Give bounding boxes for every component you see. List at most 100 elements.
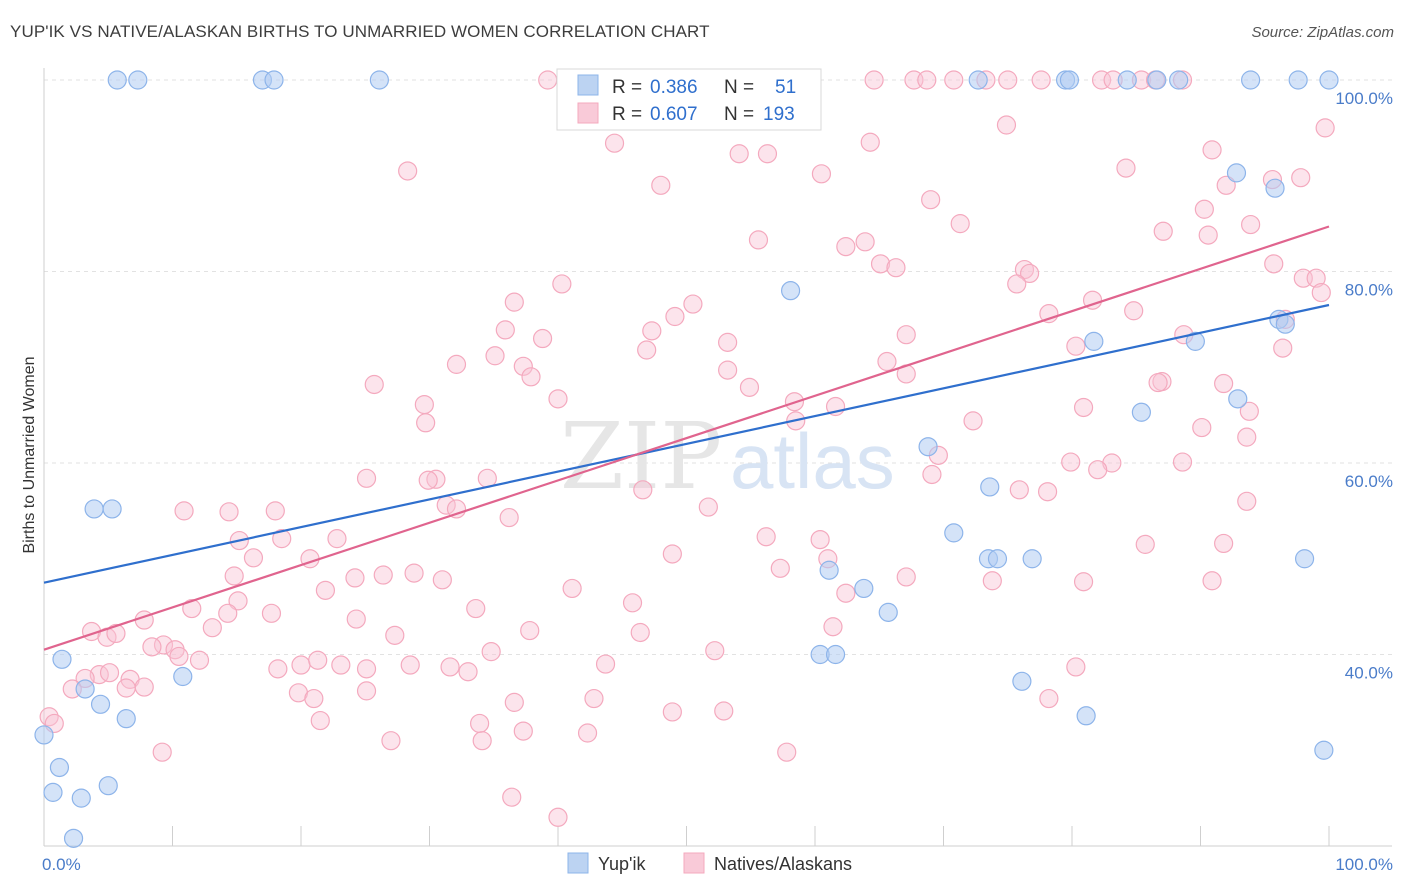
- point-yupik-48: [1012, 671, 1032, 691]
- point-yupik-25: [944, 523, 964, 543]
- point-natives-51: [683, 294, 703, 314]
- point-natives-64: [1273, 338, 1293, 358]
- point-natives-178: [662, 702, 682, 722]
- point-natives-149: [169, 646, 189, 667]
- series-legend: Yup'ik Natives/Alaskans: [567, 852, 852, 874]
- point-natives-48: [1007, 274, 1027, 294]
- point-natives-139: [622, 593, 643, 613]
- point-natives-38: [836, 237, 856, 257]
- point-yupik-38: [75, 679, 95, 699]
- point-natives-79: [548, 389, 568, 409]
- point-natives-134: [182, 598, 202, 619]
- bottom-legend-swatch-natives: [683, 852, 705, 874]
- point-natives-152: [520, 620, 540, 641]
- point-yupik-27: [987, 549, 1008, 569]
- point-natives-69: [513, 356, 533, 376]
- y-tick-label-60: 60.0%: [1345, 472, 1393, 491]
- point-yupik-35: [84, 499, 104, 519]
- point-natives-10: [1031, 70, 1051, 90]
- point-natives-160: [400, 655, 420, 675]
- point-natives-31: [921, 190, 941, 210]
- point-natives-171: [116, 678, 136, 698]
- point-natives-74: [739, 377, 760, 397]
- point-natives-50: [504, 292, 524, 312]
- point-natives-113: [756, 527, 776, 547]
- point-natives-26: [811, 164, 832, 184]
- point-yupik-37: [52, 649, 72, 669]
- point-yupik-17: [1084, 331, 1104, 351]
- point-yupik-3: [264, 70, 284, 90]
- point-natives-78: [414, 394, 434, 415]
- series-yupik-points: [34, 70, 1339, 848]
- point-natives-128: [896, 567, 916, 587]
- point-natives-35: [1153, 221, 1173, 241]
- point-natives-158: [331, 655, 351, 675]
- point-natives-132: [228, 591, 248, 611]
- point-natives-87: [1192, 417, 1212, 438]
- point-yupik-44: [43, 782, 63, 802]
- point-natives-177: [584, 688, 604, 709]
- point-yupik-0: [107, 70, 127, 90]
- point-yupik-22: [1131, 402, 1151, 422]
- point-natives-100: [1009, 480, 1029, 500]
- point-natives-175: [356, 681, 377, 701]
- point-natives-168: [99, 663, 120, 683]
- point-natives-28: [1216, 175, 1236, 195]
- point-natives-107: [219, 502, 239, 522]
- point-natives-124: [373, 565, 393, 585]
- point-natives-111: [327, 529, 347, 549]
- point-yupik-9: [1147, 70, 1167, 90]
- trend-line-yupik: [43, 303, 1330, 584]
- point-natives-61: [532, 328, 553, 349]
- point-natives-130: [1073, 572, 1094, 592]
- point-natives-68: [446, 354, 467, 374]
- point-natives-4: [864, 70, 884, 90]
- axes: [43, 68, 1392, 847]
- point-natives-138: [466, 598, 486, 619]
- legend-n-value-1: 51: [775, 77, 796, 98]
- point-natives-83: [1239, 401, 1259, 421]
- point-natives-40: [870, 254, 891, 274]
- point-natives-93: [1088, 460, 1108, 480]
- point-natives-140: [836, 583, 856, 603]
- point-yupik-21: [1228, 389, 1248, 409]
- point-natives-41: [886, 258, 906, 278]
- point-natives-155: [268, 659, 288, 679]
- watermark-atlas: atlas: [730, 417, 895, 505]
- point-natives-189: [472, 731, 492, 751]
- point-natives-133: [315, 580, 336, 600]
- point-natives-18: [1315, 118, 1335, 138]
- point-yupik-7: [1059, 70, 1080, 90]
- point-yupik-43: [49, 757, 70, 778]
- point-natives-67: [877, 351, 897, 372]
- point-natives-142: [202, 618, 222, 638]
- point-natives-70: [718, 360, 738, 380]
- point-natives-34: [1241, 214, 1261, 235]
- point-natives-191: [577, 723, 598, 743]
- point-natives-97: [426, 469, 446, 489]
- legend-n-value-2: 193: [763, 104, 795, 125]
- legend-swatch-yupik: [577, 74, 599, 96]
- point-natives-109: [499, 507, 519, 528]
- legend-box: [556, 68, 822, 131]
- trend-line-natives: [43, 225, 1330, 651]
- point-natives-174: [304, 688, 324, 709]
- point-natives-114: [1135, 534, 1155, 554]
- point-natives-58: [642, 321, 662, 341]
- point-natives-44: [1264, 254, 1284, 274]
- point-yupik-47: [63, 828, 84, 848]
- point-natives-193: [548, 807, 568, 827]
- watermark-zip: ZIP: [560, 403, 722, 510]
- point-natives-161: [440, 657, 460, 677]
- point-yupik-29: [819, 560, 839, 580]
- point-yupik-12: [1288, 70, 1308, 90]
- point-natives-106: [174, 501, 194, 521]
- y-axis-title: Births to Unmarried Women: [21, 356, 38, 553]
- bottom-legend-label-natives: Natives/Alaskans: [714, 854, 852, 874]
- point-natives-125: [404, 563, 424, 583]
- point-yupik-33: [825, 644, 846, 665]
- point-natives-63: [1066, 336, 1086, 356]
- legend-r-value-1: 0.386: [650, 77, 698, 98]
- point-natives-102: [1237, 491, 1257, 511]
